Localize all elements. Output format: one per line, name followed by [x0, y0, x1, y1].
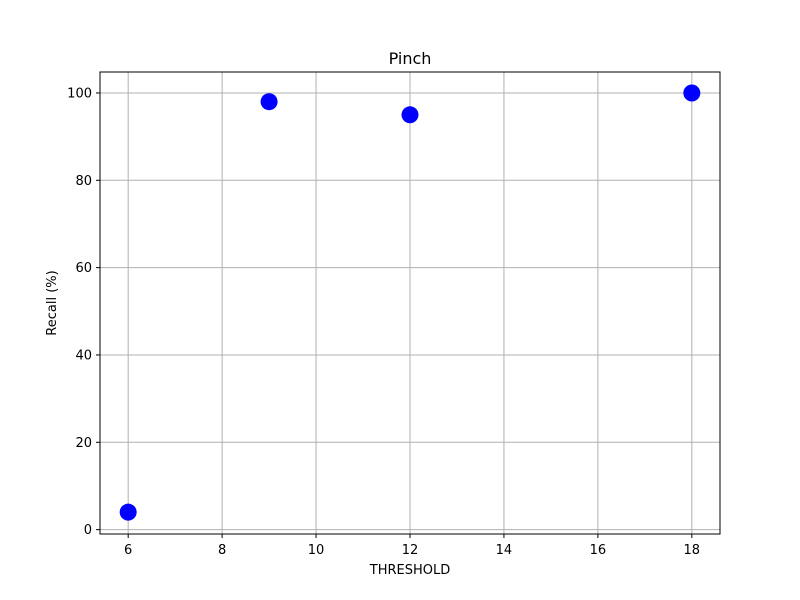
y-tick-label: 60: [75, 261, 92, 276]
x-tick-label: 10: [308, 543, 325, 558]
y-tick-label: 0: [84, 523, 92, 538]
y-tick-label: 20: [75, 436, 92, 451]
y-axis-ticks: 0 20 40 60 80 100: [67, 86, 100, 538]
scatter-point: [401, 106, 419, 124]
y-tick-label: 100: [67, 86, 92, 101]
x-tick-label: 16: [590, 543, 607, 558]
grid: [100, 72, 720, 534]
x-tick-label: 14: [496, 543, 513, 558]
chart-title: Pinch: [389, 49, 432, 68]
data-points: [119, 84, 701, 521]
scatter-point: [260, 93, 278, 111]
x-axis-ticks: 6 8 10 12 14 16 18: [124, 534, 700, 558]
x-tick-label: 8: [218, 543, 226, 558]
y-tick-label: 80: [75, 174, 92, 189]
x-tick-label: 12: [402, 543, 419, 558]
y-axis-title: Recall (%): [45, 270, 60, 335]
scatter-point: [683, 84, 701, 102]
x-tick-label: 6: [124, 543, 132, 558]
scatter-point: [119, 503, 137, 521]
x-tick-label: 18: [684, 543, 701, 558]
y-tick-label: 40: [75, 348, 92, 363]
x-axis-title: THRESHOLD: [369, 563, 450, 578]
